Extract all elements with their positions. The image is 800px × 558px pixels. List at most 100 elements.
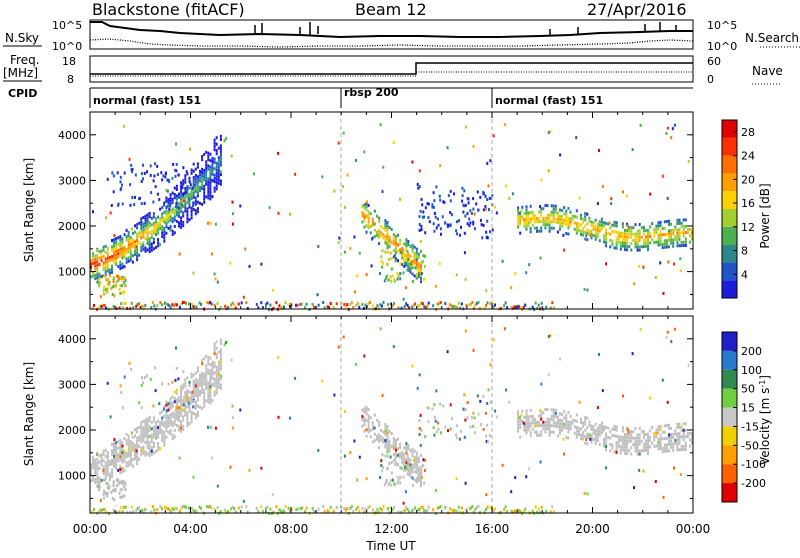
- velocity-echo-cell: [392, 437, 395, 441]
- power-echo-cell: [136, 232, 139, 236]
- velocity-echo-cell: [182, 415, 185, 419]
- velocity-echo-cell: [407, 460, 410, 463]
- power-echo-cell: [676, 234, 679, 238]
- power-echo-cell: [380, 255, 383, 259]
- power-echo-cell: [169, 204, 171, 208]
- velocity-echo-cell: [688, 438, 691, 442]
- velocity-echo-cell: [475, 505, 478, 509]
- power-echo-cell: [686, 231, 689, 235]
- velocity-echo-cell: [619, 435, 622, 439]
- velocity-echo-cell: [472, 348, 475, 352]
- velocity-echo-cell: [219, 351, 222, 355]
- power-echo-cell: [231, 301, 234, 305]
- power-echo-cell: [121, 266, 124, 270]
- power-echo-cell: [182, 220, 185, 224]
- velocity-echo-cell: [166, 507, 169, 511]
- velocity-echo-cell: [140, 446, 143, 450]
- power-echo-cell: [140, 246, 143, 249]
- power-echo-cell: [615, 243, 618, 247]
- velocity-echo-cell: [405, 445, 408, 449]
- velocity-echo-cell: [111, 474, 113, 478]
- velocity-echo-cell: [144, 441, 147, 444]
- power-echo-cell: [538, 220, 541, 224]
- velocity-echo-cell: [90, 479, 92, 483]
- power-echo-cell: [369, 212, 372, 216]
- velocity-echo-cell: [565, 413, 568, 417]
- velocity-echo-cell: [98, 476, 101, 480]
- velocity-echo-cell: [223, 343, 226, 347]
- velocity-echo-cell: [155, 430, 157, 434]
- velocity-echo-cell: [403, 459, 406, 463]
- velocity-echo-cell: [121, 510, 124, 514]
- power-echo-cell: [682, 218, 685, 222]
- velocity-echo-cell: [577, 426, 580, 430]
- power-echo-cell: [556, 214, 559, 218]
- power-echo-cell: [122, 275, 124, 279]
- power-echo-cell: [559, 214, 561, 218]
- velocity-echo-cell: [384, 439, 387, 443]
- power-echo-cell: [207, 196, 210, 200]
- power-echo-cell: [659, 243, 662, 247]
- power-echo-cell: [468, 217, 471, 221]
- velocity-echo-cell: [188, 406, 191, 410]
- velocity-echo-cell: [406, 454, 409, 458]
- power-echo-cell: [644, 245, 647, 248]
- power-echo-cell: [117, 264, 120, 268]
- velocity-echo-cell: [371, 440, 374, 444]
- power-echo-cell: [184, 174, 187, 178]
- power-echo-cell: [450, 304, 453, 308]
- power-echo-cell: [194, 177, 197, 181]
- velocity-echo-cell: [146, 420, 149, 424]
- velocity-echo-cell: [180, 388, 183, 392]
- power-echo-cell: [517, 219, 520, 223]
- power-echo-cell: [565, 209, 568, 213]
- power-echo-cell: [178, 202, 180, 206]
- velocity-echo-cell: [134, 457, 136, 460]
- power-echo-cell: [399, 272, 402, 276]
- power-echo-cell: [184, 209, 187, 213]
- power-echo-cell: [152, 225, 155, 228]
- velocity-echo-cell: [402, 475, 405, 479]
- velocity-echo-cell: [138, 444, 141, 448]
- power-echo-cell: [178, 208, 180, 212]
- velocity-echo-cell: [186, 398, 189, 402]
- power-echo-cell: [596, 222, 599, 226]
- power-echo-cell: [386, 263, 389, 267]
- velocity-echo-cell: [103, 478, 106, 482]
- power-echo-cell: [657, 240, 660, 244]
- velocity-echo-cell: [571, 421, 574, 425]
- velocity-echo-cell: [388, 449, 391, 453]
- power-echo-cell: [467, 197, 470, 201]
- velocity-echo-cell: [207, 397, 210, 401]
- power-echo-cell: [420, 272, 423, 275]
- power-echo-cell: [432, 191, 435, 195]
- velocity-echo-cell: [220, 374, 223, 378]
- velocity-echo-cell: [584, 441, 587, 445]
- power-echo-cell: [453, 304, 456, 308]
- power-echo-cell: [659, 230, 662, 234]
- velocity-echo-cell: [123, 449, 126, 453]
- power-echo-cell: [561, 221, 564, 225]
- velocity-echo-cell: [313, 509, 316, 513]
- power-echo-cell: [278, 304, 281, 308]
- power-echo-cell: [157, 241, 160, 245]
- velocity-echo-cell: [129, 440, 132, 444]
- power-echo-cell: [674, 225, 677, 229]
- velocity-echo-cell: [201, 384, 204, 388]
- power-echo-cell: [531, 217, 534, 221]
- velocity-echo-cell: [584, 416, 587, 419]
- power-echo-cell: [155, 229, 157, 233]
- power-echo-cell: [207, 180, 210, 184]
- power-echo-cell: [678, 231, 681, 235]
- velocity-echo-cell: [194, 416, 197, 420]
- power-echo-cell: [132, 306, 135, 309]
- velocity-echo-cell: [175, 392, 178, 395]
- velocity-echo-cell: [397, 463, 399, 467]
- velocity-echo-cell: [367, 423, 370, 427]
- power-echo-cell: [201, 183, 204, 187]
- velocity-echo-cell: [644, 445, 647, 449]
- power-echo-cell: [219, 144, 222, 148]
- power-echo-cell: [108, 268, 111, 272]
- velocity-echo-cell: [547, 335, 550, 339]
